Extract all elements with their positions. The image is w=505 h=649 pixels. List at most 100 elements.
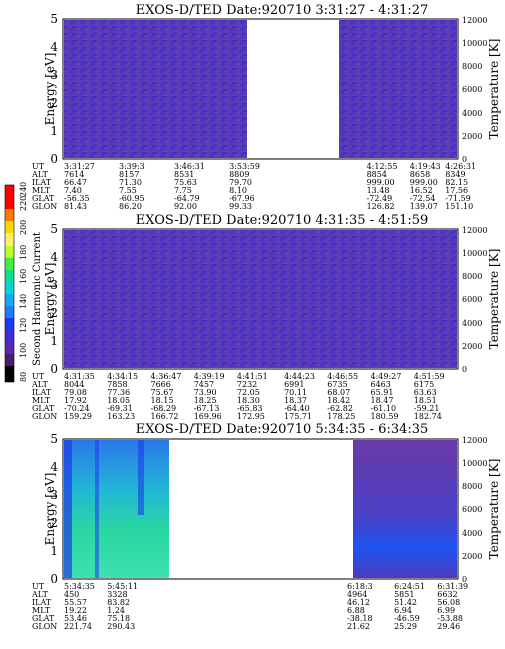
panel-2: EXOS-D/TED Date:920710 4:31:35 - 4:51:59… <box>31 213 501 421</box>
panel-2-y2tick-0: 0 <box>462 365 467 374</box>
eph-label-glat: GLAT <box>32 194 55 203</box>
panel-3-dense-band <box>64 440 72 578</box>
ephemeris-value: 7614 <box>64 170 84 179</box>
ephemeris-value: 7.75 <box>174 186 192 195</box>
ephemeris-value: 18.37 <box>284 396 307 405</box>
panel-2-ytick-5: 5 <box>50 222 58 236</box>
ephemeris-value: 139.07 <box>410 202 438 211</box>
eph-label-ilat: ILAT <box>32 388 52 397</box>
panel-3-y2tick-2: 4000 <box>462 529 482 538</box>
ephemeris-value: 7858 <box>107 380 127 389</box>
ephemeris-value: 6:31:39 <box>437 582 468 591</box>
panel-2-ytick-2: 2 <box>50 306 58 320</box>
ephemeris-value: 53.46 <box>64 614 87 623</box>
eph-label-alt: ALT <box>31 170 48 179</box>
panel-3-y2tick-6: 12000 <box>462 436 487 445</box>
panel-1-ytick-0: 0 <box>50 152 58 166</box>
colorbar-tick-5: 180 <box>19 245 28 260</box>
ephemeris-value: 25.29 <box>394 622 417 631</box>
colorbar-swatch <box>5 306 14 318</box>
ephemeris-value: 8658 <box>410 170 430 179</box>
colorbar-tick-3: 140 <box>19 294 28 309</box>
ephemeris-value: -68.29 <box>151 404 177 413</box>
ephemeris-value: 6:24:51 <box>394 582 425 591</box>
panel-2-y-ticks: 0 1 2 3 4 5 <box>50 222 58 376</box>
ephemeris-value: 166.72 <box>151 412 179 421</box>
ephemeris-value: 8.10 <box>229 186 247 195</box>
colorbar-tick-0: 80 <box>19 372 28 382</box>
colorbar-swatch <box>5 233 14 246</box>
ephemeris-value: -64.40 <box>284 404 310 413</box>
ephemeris-value: 4:26:31 <box>445 162 476 171</box>
ephemeris-value: 8531 <box>174 170 194 179</box>
ephemeris-value: 92.00 <box>174 202 197 211</box>
ephemeris-value: 6:18:3 <box>347 582 373 591</box>
ephemeris-value: 6463 <box>371 380 391 389</box>
ephemeris-value: 75.67 <box>151 388 174 397</box>
ephemeris-value: 18.25 <box>194 396 217 405</box>
panel-3-ytick-1: 1 <box>50 544 58 558</box>
ephemeris-value: 18.42 <box>327 396 350 405</box>
ephemeris-value: 6735 <box>327 380 347 389</box>
panel-1-title: EXOS-D/TED Date:920710 3:31:27 - 4:31:27 <box>136 3 429 18</box>
panel-2-y2tick-4: 8000 <box>462 272 482 281</box>
ephemeris-value: 99.33 <box>229 202 252 211</box>
ephemeris-value: 18.51 <box>414 396 437 405</box>
ephemeris-value: 71.30 <box>119 178 142 187</box>
ephemeris-value: 16.52 <box>410 186 433 195</box>
panel-3-dense-band <box>138 440 144 515</box>
ephemeris-value: -56.35 <box>64 194 90 203</box>
colorbar-swatch <box>5 246 14 258</box>
ephemeris-value: 65.91 <box>371 388 394 397</box>
colorbar-swatch <box>5 318 14 330</box>
ephemeris-value: -71.59 <box>445 194 471 203</box>
ephemeris-value: 13.48 <box>367 186 390 195</box>
panel-1-y-ticks: 0 1 2 3 4 5 <box>50 12 58 166</box>
ephemeris-value: 6.88 <box>347 606 365 615</box>
ephemeris-value: -59.21 <box>414 404 440 413</box>
panel-3-y2tick-1: 2000 <box>462 552 482 561</box>
panel-3-spectrogram-segment-2 <box>353 440 457 578</box>
panel-2-y2-ticks: 0 2000 4000 6000 8000 10000 12000 <box>462 226 487 374</box>
ephemeris-value: 999.00 <box>367 178 395 187</box>
eph-label-glat: GLAT <box>32 404 55 413</box>
ephemeris-value: -38.18 <box>347 614 373 623</box>
ephemeris-value: 56.08 <box>437 598 460 607</box>
ephemeris-value: -53.88 <box>437 614 463 623</box>
ephemeris-value: -72.49 <box>367 194 393 203</box>
ephemeris-value: 8809 <box>229 170 249 179</box>
eph-label-ut: UT <box>32 582 45 591</box>
eph-label-glon: GLON <box>32 202 57 211</box>
ephemeris-value: 17.92 <box>64 396 87 405</box>
panel-1-ytick-1: 1 <box>50 124 58 138</box>
eph-label-ilat: ILAT <box>32 178 52 187</box>
panel-3-y-axis-label: Energy [eV] <box>43 473 57 546</box>
ephemeris-value: 4:34:15 <box>107 372 138 381</box>
panel-3-ephemeris-labels: UT ALT ILAT MLT GLAT GLON <box>31 582 57 631</box>
panel-2-y2tick-2: 4000 <box>462 319 482 328</box>
ephemeris-value: 83.82 <box>107 598 130 607</box>
panel-2-title: EXOS-D/TED Date:920710 4:31:35 - 4:51:59 <box>136 213 429 228</box>
panel-3-ytick-3: 3 <box>50 488 58 502</box>
ephemeris-value: 79.08 <box>64 388 87 397</box>
panel-2-y2tick-3: 6000 <box>462 295 482 304</box>
ephemeris-value: -67.96 <box>229 194 255 203</box>
panel-2-ytick-4: 4 <box>50 250 58 264</box>
ephemeris-value: -70.24 <box>64 404 90 413</box>
panel-3-ytick-2: 2 <box>50 516 58 530</box>
eph-label-alt: ALT <box>31 590 48 599</box>
panel-2-ytick-3: 3 <box>50 278 58 292</box>
ephemeris-value: -46.59 <box>394 614 420 623</box>
panel-3-y2-axis-label: Temperature [K] <box>487 459 501 560</box>
ephemeris-value: 8157 <box>119 170 139 179</box>
ephemeris-value: 4:49:27 <box>371 372 402 381</box>
ephemeris-value: -65.83 <box>237 404 263 413</box>
colorbar-swatch <box>5 330 14 342</box>
ephemeris-value: 3:39:3 <box>119 162 145 171</box>
colorbar-tick-7: 220 <box>19 196 28 211</box>
colorbar-tick-2: 120 <box>19 318 28 333</box>
ephemeris-value: -67.13 <box>194 404 220 413</box>
ephemeris-value: 4:36:47 <box>151 372 182 381</box>
colorbar-tick-1: 100 <box>19 343 28 358</box>
